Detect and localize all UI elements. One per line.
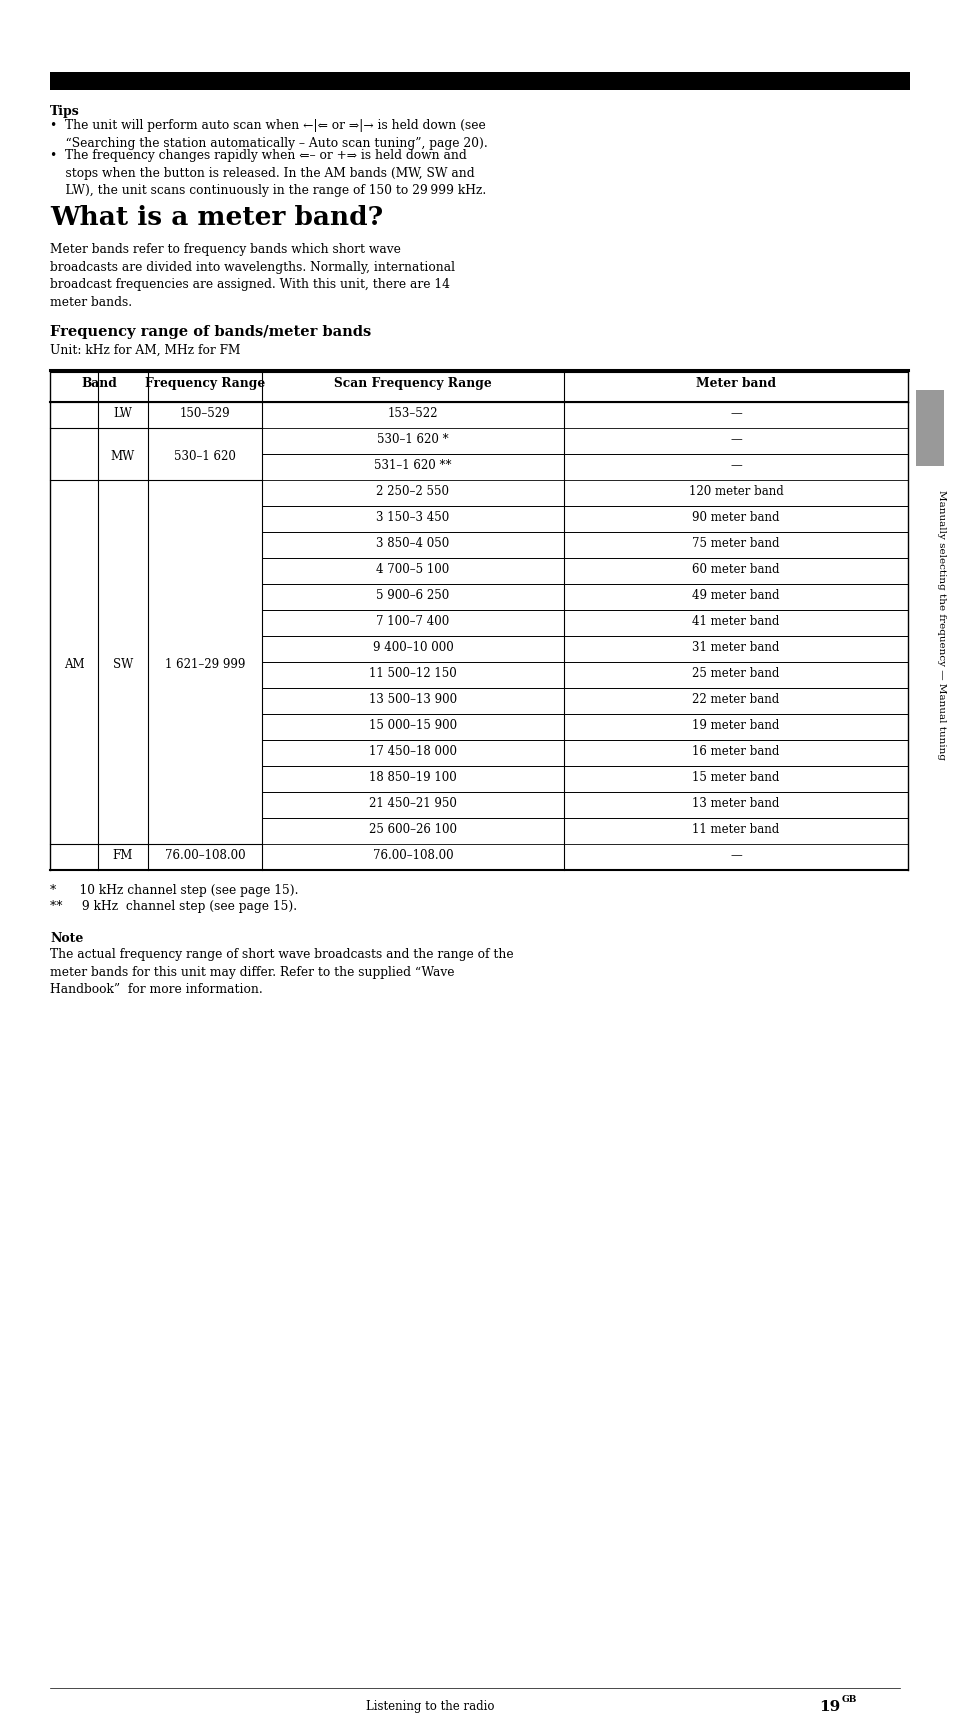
Text: 150–529: 150–529 (179, 406, 230, 420)
Text: Meter bands refer to frequency bands which short wave
broadcasts are divided int: Meter bands refer to frequency bands whi… (50, 244, 455, 308)
Text: 25 meter band: 25 meter band (692, 667, 779, 679)
Text: 531–1 620 **: 531–1 620 ** (374, 458, 452, 472)
Text: Manually selecting the frequency — Manual tuning: Manually selecting the frequency — Manua… (937, 489, 945, 761)
Text: 76.00–108.00: 76.00–108.00 (373, 849, 453, 863)
Text: 75 meter band: 75 meter band (692, 538, 779, 550)
Text: 530–1 620: 530–1 620 (173, 450, 235, 463)
Bar (915, 391, 943, 467)
Text: 76.00–108.00: 76.00–108.00 (165, 849, 245, 863)
Text: 153–522: 153–522 (387, 406, 437, 420)
Text: LW: LW (113, 406, 132, 420)
Text: —: — (729, 849, 741, 863)
Text: 15 000–15 900: 15 000–15 900 (369, 719, 456, 731)
Text: 49 meter band: 49 meter band (692, 590, 779, 602)
Text: SW: SW (112, 659, 133, 671)
Text: 22 meter band: 22 meter band (692, 693, 779, 705)
Text: Note: Note (50, 932, 83, 946)
Text: FM: FM (112, 849, 133, 863)
Text: Listening to the radio: Listening to the radio (365, 1700, 494, 1713)
Text: 530–1 620 *: 530–1 620 * (376, 432, 448, 446)
Text: 7 100–7 400: 7 100–7 400 (376, 616, 449, 628)
Text: —: — (729, 432, 741, 446)
Text: 1 621–29 999: 1 621–29 999 (165, 659, 245, 671)
Text: •  The frequency changes rapidly when ⇐– or +⇒ is held down and
    stops when t: • The frequency changes rapidly when ⇐– … (50, 149, 486, 197)
Text: —: — (729, 406, 741, 420)
Text: *      10 kHz channel step (see page 15).: * 10 kHz channel step (see page 15). (50, 884, 298, 897)
Text: Frequency Range: Frequency Range (145, 377, 265, 391)
Text: 31 meter band: 31 meter band (692, 641, 779, 654)
Text: 18 850–19 100: 18 850–19 100 (369, 771, 456, 783)
Text: 3 150–3 450: 3 150–3 450 (376, 512, 449, 524)
Text: 13 meter band: 13 meter band (692, 797, 779, 809)
Text: 2 250–2 550: 2 250–2 550 (376, 486, 449, 498)
Text: •  The unit will perform auto scan when ←|⇐ or ⇒|→ is held down (see
    “Search: • The unit will perform auto scan when ←… (50, 119, 487, 149)
Text: 41 meter band: 41 meter band (692, 616, 779, 628)
Text: 13 500–13 900: 13 500–13 900 (369, 693, 456, 705)
Text: AM: AM (64, 659, 84, 671)
Text: 17 450–18 000: 17 450–18 000 (369, 745, 456, 757)
Text: 4 700–5 100: 4 700–5 100 (376, 564, 449, 576)
Text: —: — (729, 458, 741, 472)
Text: 11 500–12 150: 11 500–12 150 (369, 667, 456, 679)
Text: 11 meter band: 11 meter band (692, 823, 779, 837)
Text: Tips: Tips (50, 105, 80, 118)
Text: MW: MW (111, 450, 135, 463)
Text: The actual frequency range of short wave broadcasts and the range of the
meter b: The actual frequency range of short wave… (50, 947, 513, 996)
Text: 16 meter band: 16 meter band (692, 745, 779, 757)
Text: GB: GB (841, 1694, 857, 1705)
Text: 5 900–6 250: 5 900–6 250 (376, 590, 449, 602)
Text: 60 meter band: 60 meter band (692, 564, 779, 576)
Text: 120 meter band: 120 meter band (688, 486, 782, 498)
Text: Band: Band (81, 377, 117, 391)
Text: 19 meter band: 19 meter band (692, 719, 779, 731)
Text: 3 850–4 050: 3 850–4 050 (376, 538, 449, 550)
Text: Unit: kHz for AM, MHz for FM: Unit: kHz for AM, MHz for FM (50, 344, 240, 356)
Text: 15 meter band: 15 meter band (692, 771, 779, 783)
Text: Meter band: Meter band (695, 377, 775, 391)
Text: **     9 kHz  channel step (see page 15).: ** 9 kHz channel step (see page 15). (50, 901, 296, 913)
Text: Scan Frequency Range: Scan Frequency Range (334, 377, 492, 391)
Text: Frequency range of bands/meter bands: Frequency range of bands/meter bands (50, 325, 371, 339)
Text: 21 450–21 950: 21 450–21 950 (369, 797, 456, 809)
Text: 25 600–26 100: 25 600–26 100 (369, 823, 456, 837)
Bar (50, 73, 909, 90)
Text: 9 400–10 000: 9 400–10 000 (373, 641, 453, 654)
Text: 90 meter band: 90 meter band (692, 512, 779, 524)
Text: 19: 19 (818, 1700, 840, 1713)
Text: What is a meter band?: What is a meter band? (50, 206, 383, 230)
